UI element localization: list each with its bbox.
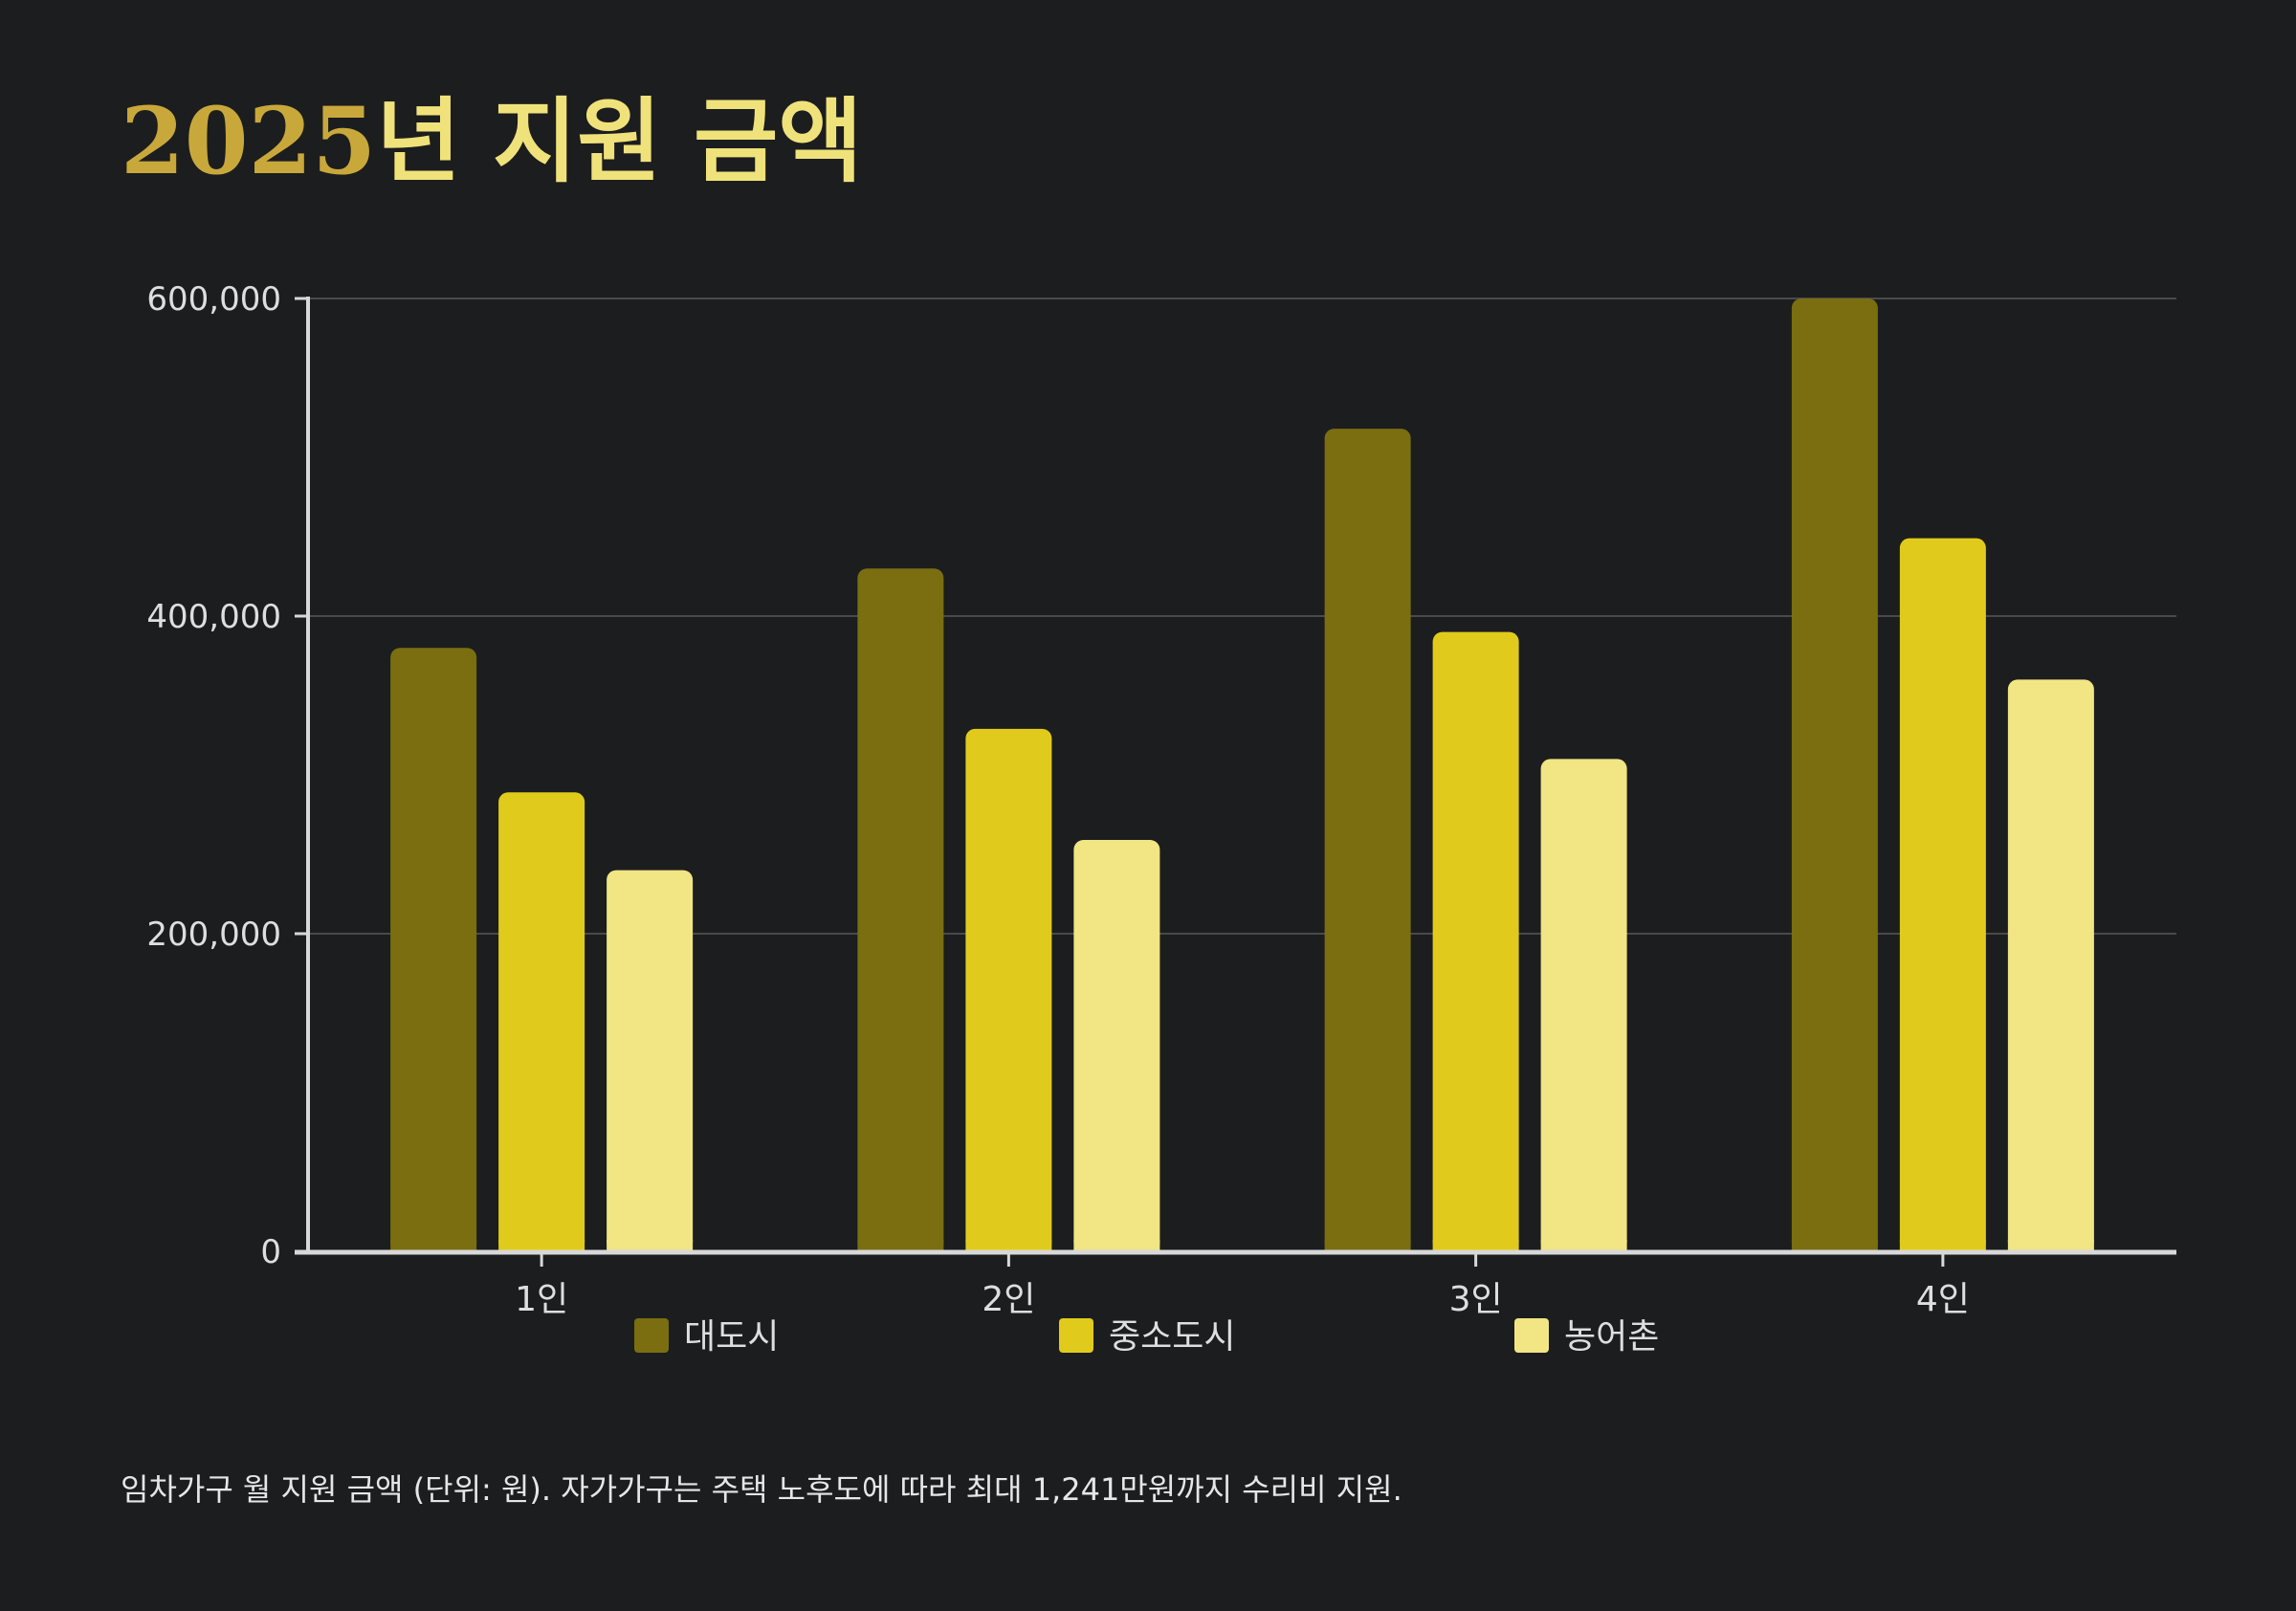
footnote: 임차가구 월 지원 금액 (단위: 원). 자가가구는 주택 노후도에 따라 최…	[121, 1471, 1402, 1508]
x-tick-label: 1인	[515, 1280, 568, 1319]
y-tick-label: 0	[260, 1233, 281, 1271]
bar	[1432, 631, 1519, 1251]
legend-label: 중소도시	[1109, 1317, 1235, 1357]
bar-base	[965, 1240, 1052, 1251]
bar	[2007, 679, 2094, 1251]
bar-base	[498, 1240, 585, 1251]
chart-title: 2025년 지원 금액	[121, 84, 863, 199]
legend-swatch	[634, 1318, 669, 1353]
legend-label: 대도시	[684, 1317, 779, 1357]
x-tick-label: 3인	[1449, 1280, 1503, 1319]
bar-base	[857, 1240, 944, 1251]
title-year: 2025	[121, 87, 377, 195]
bar-base	[2007, 1240, 2094, 1251]
bar	[1899, 538, 1986, 1251]
bar-base	[1791, 1240, 1878, 1251]
bar-base	[1073, 1240, 1160, 1251]
bar-base	[390, 1240, 477, 1251]
legend-swatch	[1514, 1318, 1549, 1353]
x-tick-label: 4인	[1916, 1280, 1970, 1319]
legend-swatch	[1059, 1318, 1093, 1353]
y-tick-label: 600,000	[146, 280, 281, 319]
x-tick-label: 2인	[982, 1280, 1035, 1319]
bar	[607, 870, 694, 1251]
bar-base	[1899, 1240, 1986, 1251]
bar	[857, 568, 944, 1251]
bar-base	[607, 1240, 694, 1251]
bar-base	[1432, 1240, 1519, 1251]
bar	[1791, 298, 1878, 1251]
bar-base	[1540, 1240, 1627, 1251]
bar	[498, 792, 585, 1251]
bar-base	[1324, 1240, 1411, 1251]
bar	[1540, 759, 1627, 1251]
bar	[1073, 840, 1160, 1251]
bar	[390, 648, 477, 1251]
legend-label: 농어촌	[1564, 1317, 1659, 1357]
title-text: 년 지원 금액	[376, 88, 863, 195]
bar	[965, 728, 1052, 1251]
bar	[1324, 429, 1411, 1251]
y-tick-label: 400,000	[146, 598, 281, 636]
y-tick-label: 200,000	[146, 916, 281, 954]
